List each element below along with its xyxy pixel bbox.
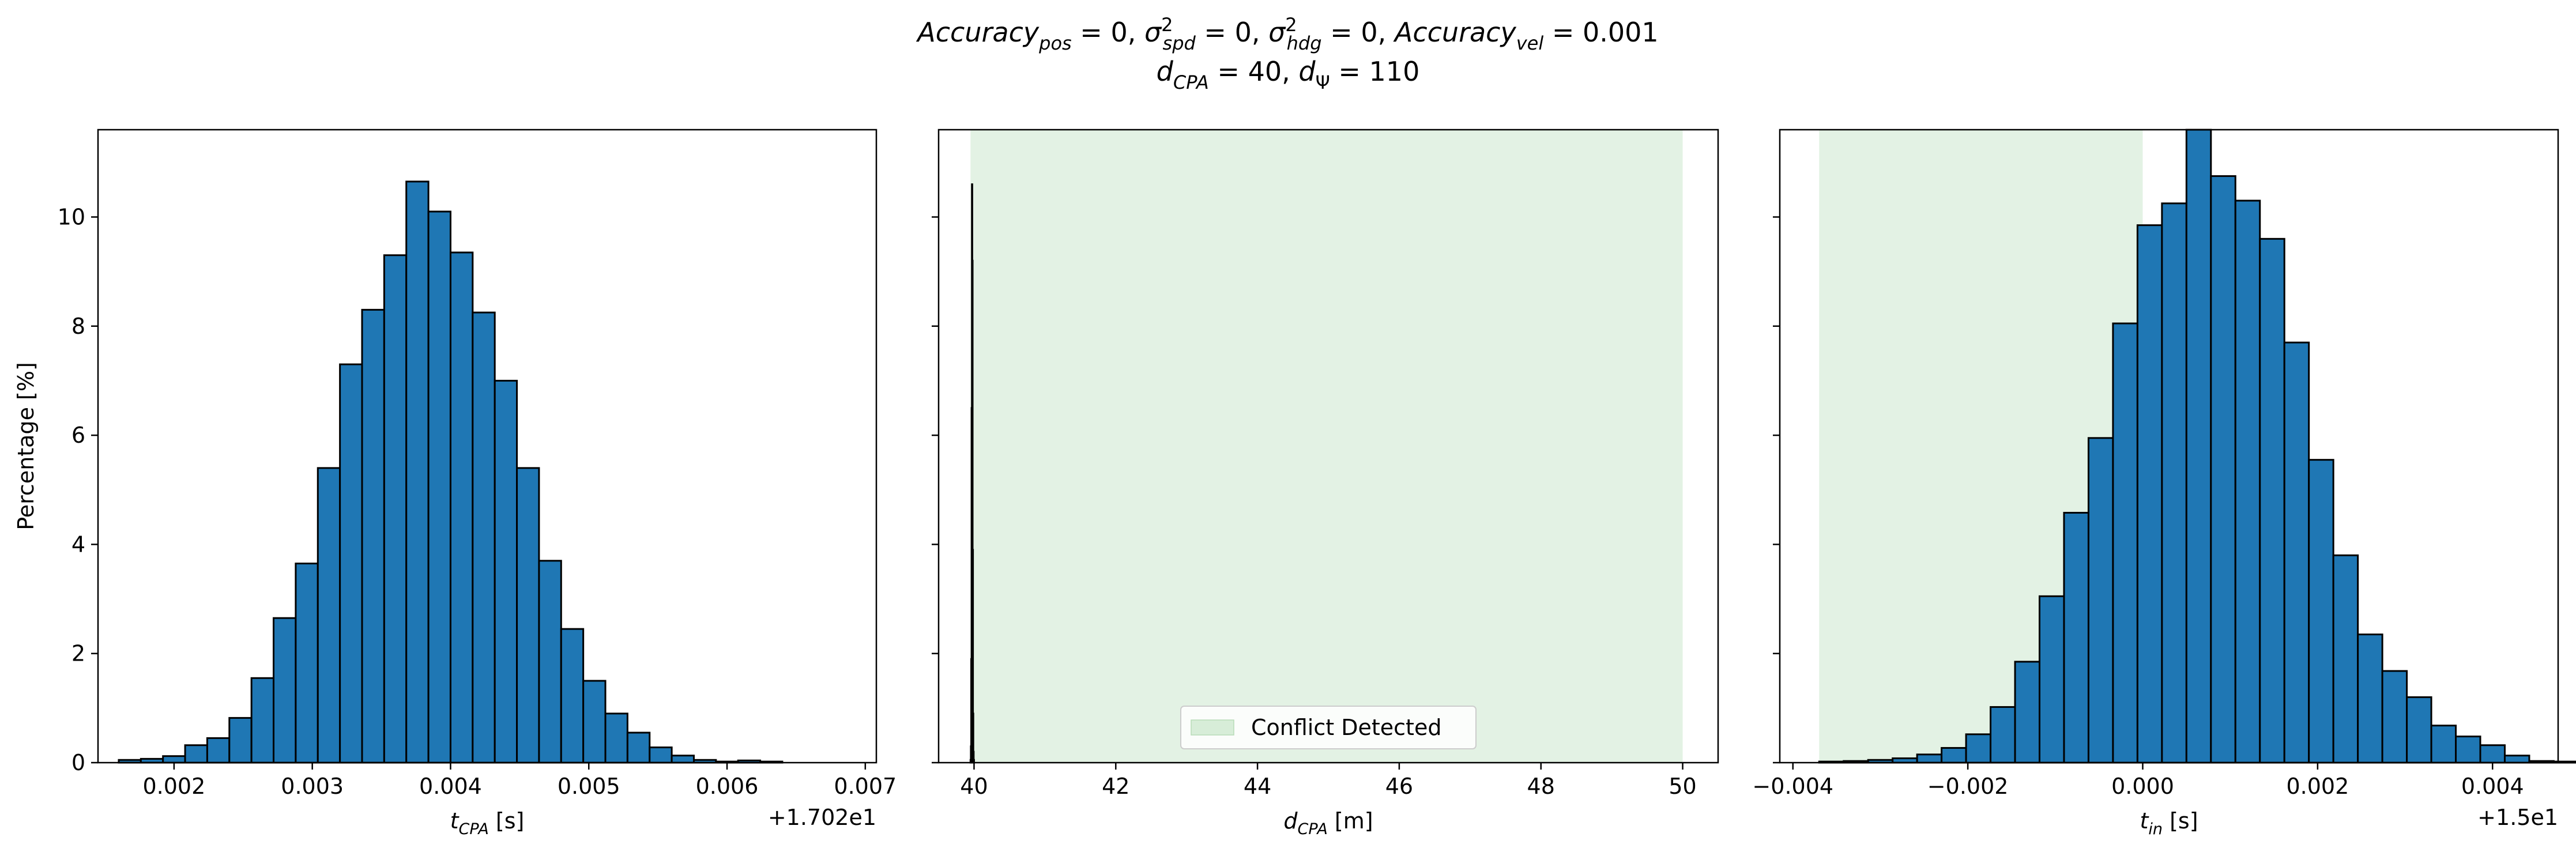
- offset-text: +1.5e1: [2477, 805, 2558, 830]
- axes-frame: [1779, 129, 2559, 764]
- x-tick-label: 50: [1669, 774, 1696, 799]
- histogram-bar: [1916, 753, 1943, 764]
- histogram-bar: [383, 254, 408, 764]
- histogram-bar: [1941, 747, 1967, 764]
- x-tick-label: 0.003: [281, 774, 344, 799]
- histogram-bar: [2087, 437, 2114, 764]
- histogram-bar: [405, 180, 430, 764]
- histogram-bar: [2234, 199, 2261, 764]
- subplot-middle: 40 42 44 46 48 50 dCPA [m] Conflict Detected: [932, 129, 1719, 838]
- histogram-bar: [1965, 733, 1992, 764]
- legend-box: [1180, 706, 1477, 749]
- figure-title-line1: Accuracypos = 0, σ2 spd = 0, σ2 hdg = 0, A…: [916, 14, 1658, 54]
- histogram-bar: [626, 732, 651, 764]
- histogram-bar: [2112, 322, 2138, 764]
- histogram-bar: [228, 717, 253, 764]
- y-tick-label: 6: [71, 423, 85, 448]
- legend: Conflict Detected: [1180, 706, 1477, 749]
- x-tick-label: 0.002: [2286, 774, 2349, 799]
- y-tick-label: 8: [71, 314, 85, 339]
- histogram-bar: [184, 744, 208, 764]
- histogram-bar: [671, 755, 695, 764]
- x-tick-label: 48: [1527, 774, 1555, 799]
- histogram-bar: [2357, 634, 2383, 764]
- x-tick-label: 0.005: [558, 774, 620, 799]
- histogram-bar: [494, 379, 518, 764]
- y-tick-label: 2: [71, 641, 85, 666]
- x-axis-label: tin [s]: [2140, 808, 2198, 838]
- x-axis-label: dCPA [m]: [1283, 808, 1373, 838]
- histogram-bar: [2039, 595, 2065, 764]
- x-tick-label: 44: [1244, 774, 1271, 799]
- x-tick-label: 0.004: [2461, 774, 2524, 799]
- histogram-bar: [2063, 511, 2089, 764]
- histogram-bar: [538, 560, 562, 764]
- histogram-bar: [162, 755, 186, 764]
- x-tick-label: 0.004: [419, 774, 482, 799]
- x-tick-label: 0.000: [2111, 774, 2174, 799]
- histogram-bar: [2283, 341, 2310, 764]
- subplot-left: 0.002 0.003 0.004 0.005 0.006 0.007 0 2 4 6 8 10 Per…: [13, 129, 897, 838]
- x-tick-label: 0.006: [696, 774, 759, 799]
- x-tick-label: 46: [1385, 774, 1413, 799]
- conflict-region: [970, 130, 1683, 763]
- histogram-bar: [2332, 554, 2359, 764]
- histogram-bar: [361, 308, 385, 764]
- histogram-bar: [582, 680, 607, 764]
- y-tick-label: 4: [71, 531, 85, 557]
- x-tick-label: 0.007: [834, 774, 897, 799]
- legend-label: Conflict Detected: [1251, 715, 1441, 740]
- legend-swatch: [1191, 719, 1234, 736]
- histogram-bar: [2503, 755, 2530, 764]
- histogram-bar: [604, 712, 628, 764]
- y-tick-label: 10: [58, 204, 85, 229]
- histogram-bar: [472, 311, 496, 764]
- histogram-bar: [250, 677, 275, 764]
- histogram-bar: [2210, 175, 2236, 764]
- histogram-bar: [206, 737, 231, 764]
- histogram-bar: [2014, 661, 2041, 764]
- histogram-bar: [2161, 202, 2187, 764]
- subplot-right: −0.004 −0.002 0.000 0.002 0.004 tin [s] +1.5e1: [1752, 129, 2576, 838]
- histogram-bar: [1990, 706, 2016, 764]
- histogram-bar: [295, 563, 319, 764]
- figure-title-line2: dCPA = 40, dΨ = 110: [1157, 56, 1420, 93]
- histogram-bar: [2259, 237, 2285, 764]
- histogram-bar: [516, 467, 540, 764]
- x-tick-label: 42: [1102, 774, 1129, 799]
- histogram-bar: [273, 617, 297, 764]
- x-tick-label: −0.002: [1927, 774, 2009, 799]
- histogram-bar: [427, 210, 451, 764]
- histogram-bar: [2406, 696, 2432, 764]
- x-tick-label: 0.002: [142, 774, 205, 799]
- histogram-bar: [2185, 129, 2212, 764]
- histogram-bar: [2479, 744, 2506, 764]
- axes-frame: [97, 129, 878, 764]
- x-tick-label: −0.004: [1752, 774, 1833, 799]
- histogram-bar: [339, 363, 363, 764]
- histogram-bar: [2430, 725, 2457, 764]
- histogram-bar: [560, 628, 585, 764]
- axes-frame: [937, 129, 1719, 764]
- y-tick-label: 0: [71, 750, 85, 775]
- histogram-bar: [649, 746, 673, 764]
- x-axis-label: tCPA [s]: [450, 808, 525, 838]
- histogram-bar: [2381, 670, 2408, 764]
- histogram-bar: [2308, 459, 2334, 764]
- offset-text: +1.702e1: [768, 805, 876, 830]
- y-axis-label: Percentage [%]: [13, 362, 39, 530]
- histogram-bar: [2136, 224, 2163, 764]
- histogram-bar: [317, 467, 341, 764]
- histogram-bar: [2455, 736, 2481, 764]
- x-tick-label: 40: [960, 774, 988, 799]
- histogram-bar: [449, 251, 474, 764]
